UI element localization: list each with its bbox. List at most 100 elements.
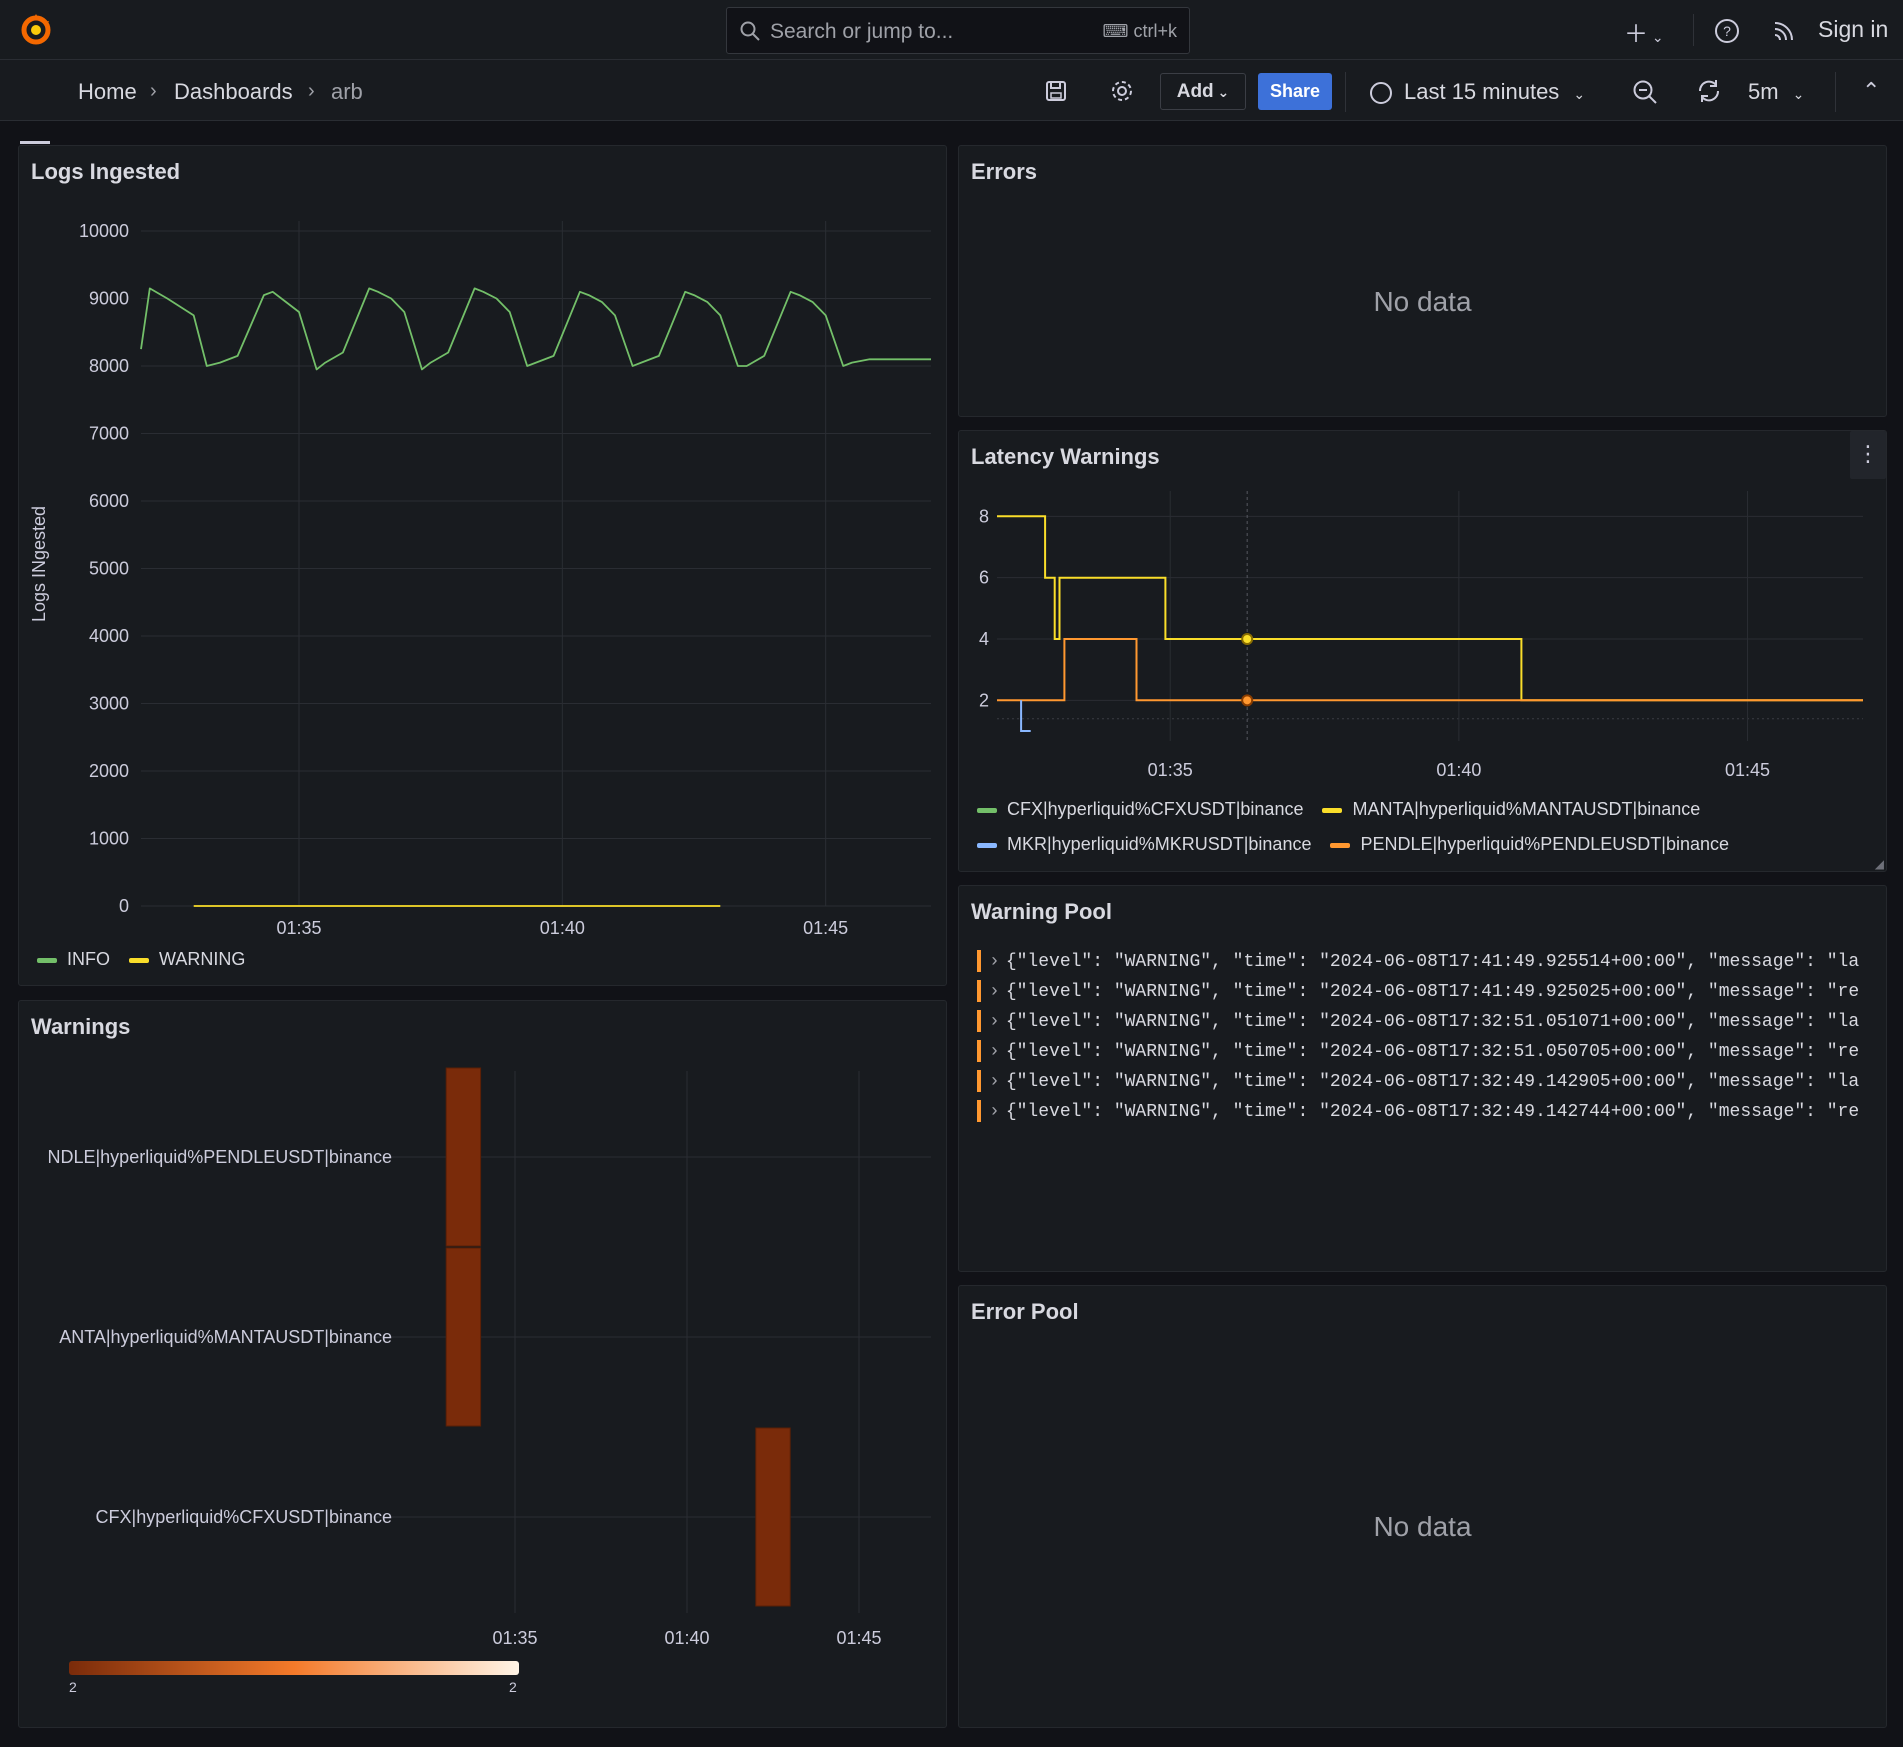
panel-title[interactable]: Latency Warnings <box>971 444 1160 469</box>
legend-swatch <box>977 842 997 848</box>
legend-item-warning[interactable]: WARNING <box>129 949 245 969</box>
y-category-label: CFX|hyperliquid%CFXUSDT|binance <box>96 1507 392 1527</box>
y-tick-label: 3000 <box>89 694 129 714</box>
refresh-interval-picker[interactable]: 5m ⌄ <box>1748 79 1804 105</box>
legend-swatch <box>1322 807 1343 813</box>
hover-point-pendle <box>1241 694 1254 707</box>
rss-news-icon[interactable] <box>1772 19 1796 43</box>
legend-label: MKR|hyperliquid%MKRUSDT|binance <box>1007 834 1312 854</box>
clock-icon <box>1370 82 1392 105</box>
x-tick-label: 01:35 <box>492 1628 537 1648</box>
keyboard-icon: ⌨ <box>1102 21 1134 41</box>
errors-panel: Errors No data <box>958 145 1887 417</box>
chevron-down-icon: ⌄ <box>1213 84 1230 100</box>
sign-in-link[interactable]: Sign in <box>1818 16 1889 42</box>
search-input[interactable]: Search or jump to... ⌨ ctrl+k <box>726 7 1190 54</box>
latency-warnings-chart: 2 4 6 8 01:35 01:40 01:45 <box>979 491 1863 780</box>
breadcrumb-home[interactable]: Home <box>78 79 137 104</box>
collapse-chevron-up-icon[interactable]: ⌃ <box>1862 78 1881 103</box>
log-level-indicator <box>977 1040 981 1062</box>
resize-handle-icon[interactable]: ◢ <box>1874 857 1884 871</box>
expand-chevron-icon: › <box>989 1071 1000 1092</box>
top-bar: Search or jump to... ⌨ ctrl+k ＋ ⌄ ? Sign… <box>0 0 1903 60</box>
search-shortcut: ⌨ ctrl+k <box>1103 21 1178 42</box>
y-tick-label: 7000 <box>89 424 129 444</box>
x-tick-label: 01:40 <box>540 918 585 938</box>
legend-label: MANTA|hyperliquid%MANTAUSDT|binance <box>1352 799 1701 819</box>
y-category-label: NDLE|hyperliquid%PENDLEUSDT|binance <box>47 1147 392 1167</box>
log-row[interactable]: › {"level": "WARNING", "time": "2024-06-0… <box>977 1010 1887 1036</box>
log-row[interactable]: › {"level": "WARNING", "time": "2024-06-0… <box>977 950 1887 976</box>
y-tick-label: 6 <box>979 568 989 588</box>
zoom-out-icon[interactable] <box>1632 79 1658 105</box>
log-line: {"level": "WARNING", "time": "2024-06-08… <box>1005 951 1860 972</box>
expand-chevron-icon: › <box>989 1101 1000 1122</box>
log-level-indicator <box>977 980 981 1002</box>
panel-title[interactable]: Warnings <box>31 1014 131 1039</box>
breadcrumb-dashboards[interactable]: Dashboards <box>174 79 293 104</box>
legend-item-cfx[interactable]: CFX|hyperliquid%CFXUSDT|binance <box>977 799 1303 819</box>
svg-text:?: ? <box>1723 23 1731 39</box>
grafana-logo-icon[interactable] <box>18 12 54 48</box>
warnings-heatmap-chart: 01:35 01:40 01:45 NDLE|hyperliquid%PENDLEUS… <box>47 1067 931 1675</box>
log-line: {"level": "WARNING", "time": "2024-06-08… <box>1005 981 1860 1002</box>
panel-title[interactable]: Errors <box>971 159 1038 184</box>
new-plus-icon[interactable]: ＋ ⌄ <box>1624 21 1664 48</box>
refresh-icon[interactable] <box>1696 78 1722 104</box>
save-icon[interactable] <box>1045 80 1067 102</box>
chevron-down-icon: ⌄ <box>1792 86 1805 102</box>
legend-item-manta[interactable]: MANTA|hyperliquid%MANTAUSDT|binance <box>1322 799 1700 819</box>
dashboard-nav-bar <box>0 60 1903 160</box>
panel-title[interactable]: Warning Pool <box>971 899 1112 924</box>
chart-legend: INFO WARNING <box>37 949 245 970</box>
share-button[interactable]: Share <box>1258 73 1332 110</box>
heatmap-cell <box>755 1427 791 1607</box>
warnings-panel: Warnings 01:35 01:40 01:45 NDLE|hyperliquid… <box>18 1000 947 1728</box>
scale-max-label: 2 <box>509 1679 517 1695</box>
latency-warnings-panel: Latency Warnings ⋮ 2 4 6 8 01:35 01:40 01:45 C… <box>958 430 1887 872</box>
log-row[interactable]: › {"level": "WARNING", "time": "2024-06-0… <box>977 1070 1887 1096</box>
divider <box>1693 14 1694 46</box>
legend-item-mkr[interactable]: MKR|hyperliquid%MKRUSDT|binance <box>977 834 1311 854</box>
help-icon[interactable]: ? <box>1714 18 1740 44</box>
panel-title[interactable]: Error Pool <box>971 1299 1079 1324</box>
y-category-label: ANTA|hyperliquid%MANTAUSDT|binance <box>59 1327 392 1347</box>
log-row[interactable]: › {"level": "WARNING", "time": "2024-06-0… <box>977 980 1887 1006</box>
add-button[interactable]: Add ⌄ <box>1160 73 1246 110</box>
legend-label: INFO <box>67 949 110 969</box>
series-line-mkr <box>1020 700 1031 732</box>
legend-label: CFX|hyperliquid%CFXUSDT|binance <box>1007 799 1304 819</box>
y-tick-label: 10000 <box>79 221 129 241</box>
time-range-picker[interactable]: Last 15 minutes ⌄ <box>1370 79 1585 105</box>
panel-menu-icon[interactable]: ⋮ <box>1850 431 1886 479</box>
expand-chevron-icon: › <box>989 1041 1000 1062</box>
x-tick-label: 01:45 <box>1725 760 1770 780</box>
legend-label: PENDLE|hyperliquid%PENDLEUSDT|binance <box>1360 834 1730 854</box>
x-tick-label: 01:40 <box>664 1628 709 1648</box>
y-tick-label: 9000 <box>89 289 129 309</box>
log-row[interactable]: › {"level": "WARNING", "time": "2024-06-0… <box>977 1040 1887 1066</box>
hover-point-manta <box>1241 633 1254 645</box>
legend-item-pendle[interactable]: PENDLE|hyperliquid%PENDLEUSDT|binance <box>1330 834 1729 854</box>
series-line-pendle <box>997 638 1863 702</box>
divider <box>1835 72 1836 112</box>
scale-min-label: 2 <box>69 1679 77 1695</box>
log-level-indicator <box>977 1010 981 1032</box>
warning-pool-panel: Warning Pool › {"level": "WARNING", "time… <box>958 885 1887 1272</box>
settings-gear-icon[interactable] <box>1110 79 1134 103</box>
log-line: {"level": "WARNING", "time": "2024-06-08… <box>1005 1041 1860 1062</box>
panel-title[interactable]: Logs Ingested <box>31 159 181 184</box>
x-tick-label: 01:40 <box>1436 760 1481 780</box>
y-tick-label: 5000 <box>89 559 129 579</box>
expand-chevron-icon: › <box>989 951 1000 972</box>
y-tick-label: 6000 <box>89 491 129 511</box>
time-range-label: Last 15 minutes <box>1404 79 1560 104</box>
search-shortcut-label: ctrl+k <box>1133 21 1177 41</box>
refresh-interval-label: 5m <box>1748 79 1779 104</box>
log-row[interactable]: › {"level": "WARNING", "time": "2024-06-0… <box>977 1100 1887 1126</box>
logs-ingested-panel: Logs Ingested 0 1000 2000 3000 4000 5000 6000 7… <box>18 145 947 986</box>
legend-item-info[interactable]: INFO <box>37 949 110 969</box>
x-tick-label: 01:45 <box>803 918 848 938</box>
error-pool-panel: Error Pool No data <box>958 1285 1887 1728</box>
log-level-indicator <box>977 1100 981 1122</box>
